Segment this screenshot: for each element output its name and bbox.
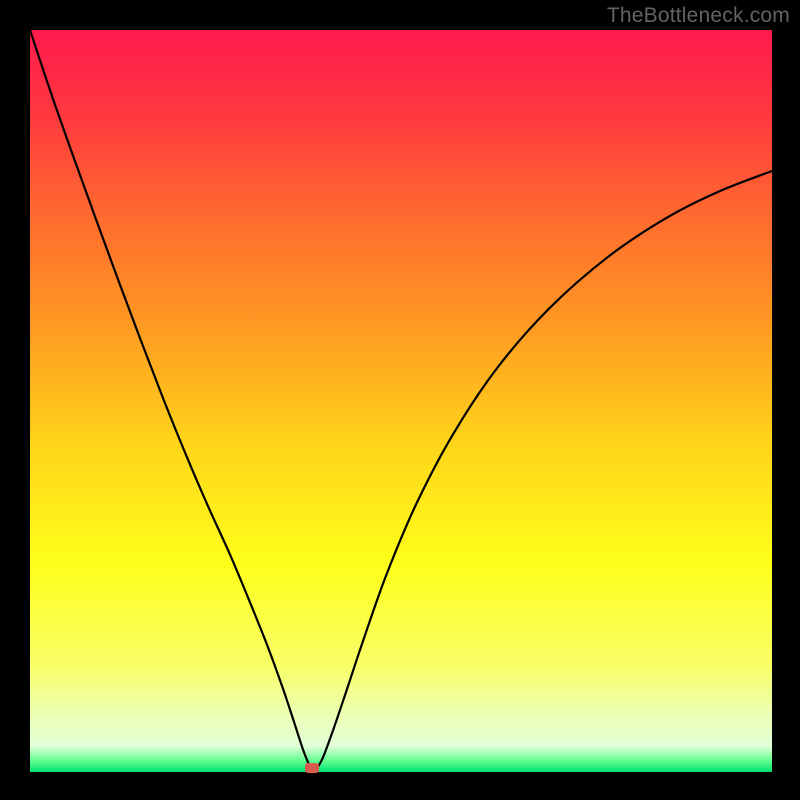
curve-path bbox=[30, 30, 772, 772]
bottleneck-curve bbox=[30, 30, 772, 772]
watermark-text: TheBottleneck.com bbox=[607, 4, 790, 28]
chart-frame: TheBottleneck.com bbox=[0, 0, 800, 800]
plot-area bbox=[30, 30, 772, 772]
minimum-marker bbox=[305, 763, 319, 773]
